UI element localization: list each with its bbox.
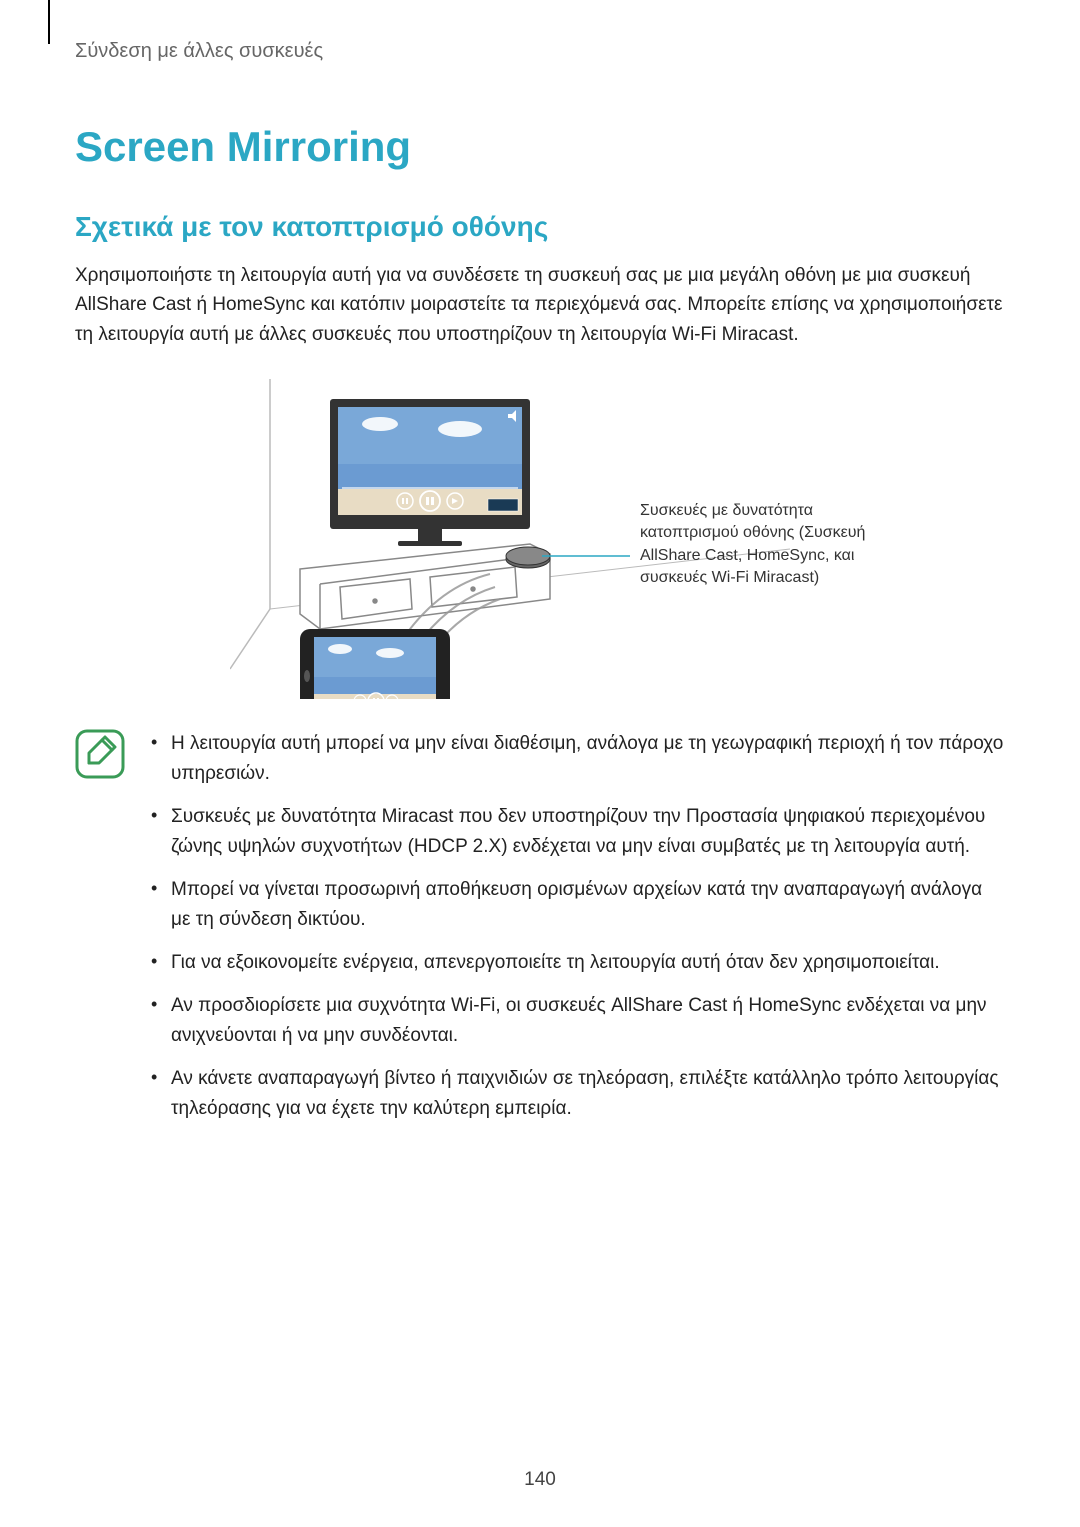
- note-list: Η λειτουργία αυτή μπορεί να μην είναι δι…: [147, 729, 1005, 1137]
- page-container: Σύνδεση με άλλες συσκευές Screen Mirrori…: [0, 0, 1080, 1137]
- page-number: 140: [0, 1469, 1080, 1491]
- note-item: Αν προσδιορίσετε μια συχνότητα Wi-Fi, οι…: [147, 991, 1005, 1050]
- diagram-callout: Συσκευές με δυνατότητα κατοπτρισμού οθόν…: [640, 500, 900, 590]
- note-icon: [75, 729, 125, 779]
- intro-paragraph: Χρησιμοποιήστε τη λειτουργία αυτή για να…: [75, 261, 1005, 349]
- note-item: Συσκευές με δυνατότητα Miracast που δεν …: [147, 802, 1005, 861]
- breadcrumb: Σύνδεση με άλλες συσκευές: [75, 40, 1005, 63]
- note-block: Η λειτουργία αυτή μπορεί να μην είναι δι…: [75, 729, 1005, 1137]
- section-subtitle: Σχετικά με τον κατοπτρισμό οθόνης: [75, 211, 1005, 243]
- note-item: Μπορεί να γίνεται προσωρινή αποθήκευση ο…: [147, 875, 1005, 934]
- note-item: Η λειτουργία αυτή μπορεί να μην είναι δι…: [147, 729, 1005, 788]
- note-item: Αν κάνετε αναπαραγωγή βίντεο ή παιχνιδιώ…: [147, 1064, 1005, 1123]
- note-item: Για να εξοικονομείτε ενέργεια, απενεργοπ…: [147, 948, 1005, 977]
- page-title: Screen Mirroring: [75, 123, 1005, 171]
